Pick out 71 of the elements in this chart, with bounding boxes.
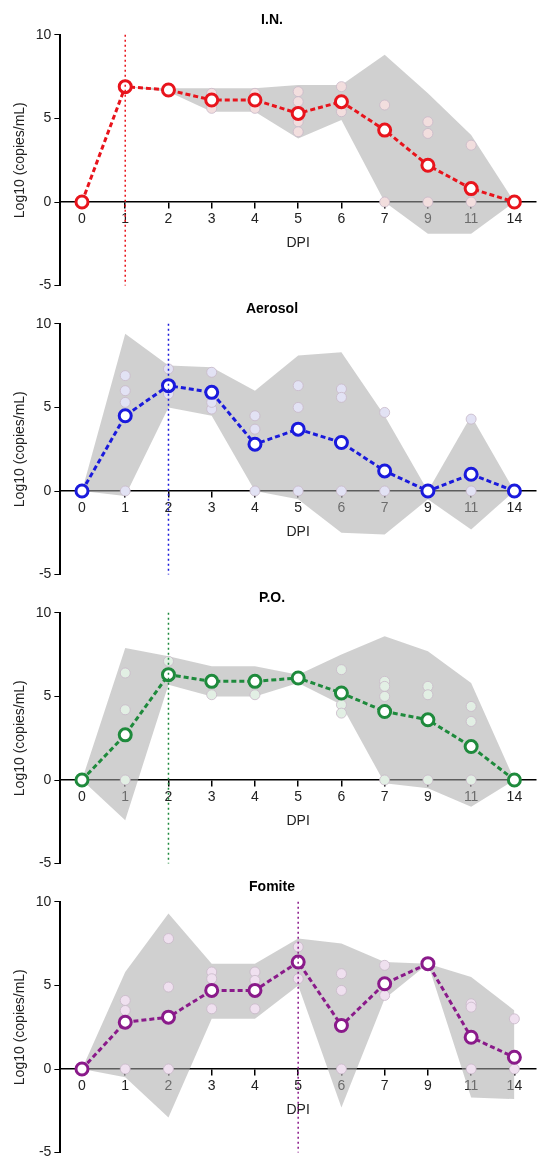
x-tick-label: 1: [121, 788, 130, 805]
x-tick-label: 5: [294, 210, 303, 227]
x-tick-label: 3: [207, 788, 216, 805]
x-tick-label: 5: [294, 1077, 303, 1094]
chart-title: I.N.: [261, 11, 283, 28]
y-tick-label: 0: [43, 192, 52, 209]
x-tick-label: 2: [164, 788, 173, 805]
y-tick-label: 0: [43, 481, 52, 498]
x-tick-label: 14: [506, 788, 523, 805]
y-axis-title: Log10 (copies/mL): [11, 102, 28, 219]
x-tick-label: 0: [78, 210, 87, 227]
x-tick-label: 6: [337, 499, 346, 516]
x-tick-label: 4: [251, 1077, 260, 1094]
y-tick-label: 10: [35, 314, 52, 331]
y-tick-label: 5: [43, 976, 52, 993]
y-tick-label: 10: [35, 892, 52, 909]
x-tick-label: 9: [424, 499, 432, 516]
x-tick-label: 1: [121, 499, 130, 516]
y-axis-title: Log10 (copies/mL): [11, 680, 28, 797]
x-tick-label: 0: [78, 499, 87, 516]
y-axis-title: Log10 (copies/mL): [11, 391, 28, 508]
x-tick-label: 7: [380, 210, 389, 227]
x-tick-label: 6: [337, 210, 346, 227]
y-tick-label: 10: [35, 603, 52, 620]
x-tick-label: 6: [337, 788, 346, 805]
x-tick-label: 5: [294, 499, 303, 516]
y-axis-title: Log10 (copies/mL): [11, 969, 28, 1086]
x-tick-label: 9: [424, 788, 432, 805]
y-tick-label: 10: [35, 25, 52, 42]
x-tick-label: 9: [424, 1077, 432, 1094]
x-tick-label: 3: [207, 1077, 216, 1094]
chart-title: P.O.: [258, 589, 286, 606]
y-tick-label: -5: [38, 276, 52, 293]
y-tick-label: -5: [38, 1143, 52, 1160]
x-tick-label: 11: [463, 788, 479, 805]
chart-title: Fomite: [249, 878, 296, 895]
x-tick-label: 11: [463, 1077, 479, 1094]
x-tick-label: 1: [121, 1077, 130, 1094]
chart-title: Aerosol: [245, 300, 299, 317]
x-tick-label: 14: [506, 210, 523, 227]
y-tick-label: -5: [38, 854, 52, 871]
x-tick-label: 11: [463, 499, 479, 516]
x-tick-label: 14: [506, 1077, 523, 1094]
x-tick-label: 7: [380, 1077, 389, 1094]
x-tick-label: 7: [380, 499, 389, 516]
x-axis-title: DPI: [286, 1101, 310, 1118]
y-tick-label: -5: [38, 565, 52, 582]
x-axis-title: DPI: [286, 523, 310, 540]
x-tick-label: 6: [337, 1077, 346, 1094]
x-axis-title: DPI: [286, 234, 310, 251]
y-tick-label: 0: [43, 1059, 52, 1076]
x-tick-label: 3: [207, 499, 216, 516]
x-tick-label: 2: [164, 210, 173, 227]
x-tick-label: 7: [380, 788, 389, 805]
x-tick-label: 4: [251, 788, 260, 805]
x-tick-label: 3: [207, 210, 216, 227]
x-tick-label: 0: [78, 788, 87, 805]
y-tick-label: 5: [43, 398, 52, 415]
y-tick-label: 5: [43, 109, 52, 126]
x-tick-label: 0: [78, 1077, 87, 1094]
x-tick-label: 5: [294, 788, 303, 805]
x-tick-label: 4: [251, 499, 260, 516]
x-tick-label: 2: [164, 1077, 173, 1094]
x-tick-label: 14: [506, 499, 523, 516]
x-tick-label: 4: [251, 210, 260, 227]
x-tick-label: 11: [463, 210, 479, 227]
x-axis-title: DPI: [286, 812, 310, 829]
x-tick-label: 9: [424, 210, 432, 227]
x-tick-label: 2: [164, 499, 173, 516]
y-tick-label: 5: [43, 687, 52, 704]
y-tick-label: 0: [43, 770, 52, 787]
